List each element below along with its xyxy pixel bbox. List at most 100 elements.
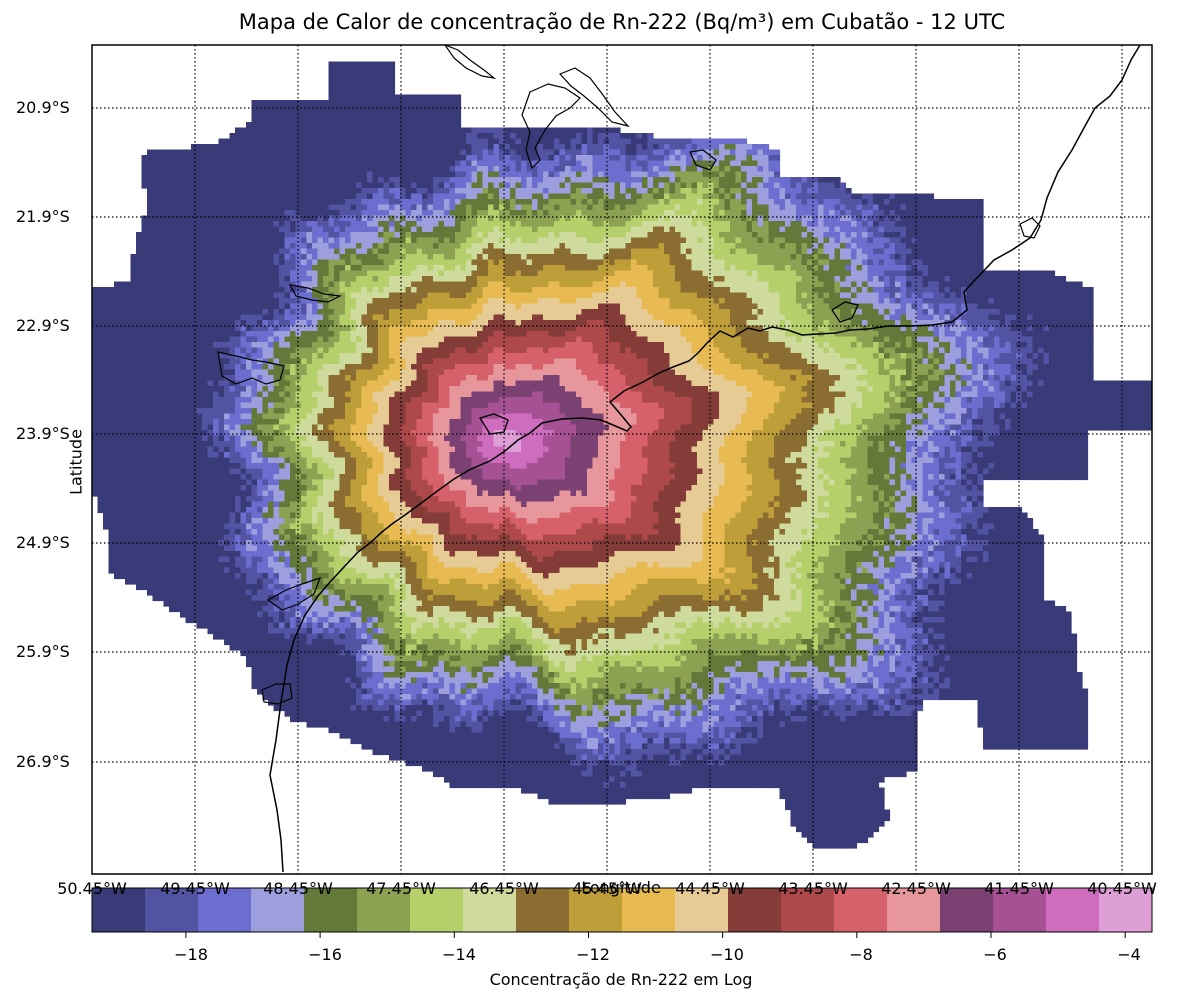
heatmap-cell	[653, 270, 660, 277]
heatmap-cell	[592, 177, 599, 184]
heatmap-cell	[691, 182, 698, 189]
heatmap-cell	[317, 100, 324, 107]
heatmap-cell	[455, 199, 462, 206]
heatmap-cell	[774, 248, 781, 255]
heatmap-cell	[251, 144, 258, 151]
heatmap-cell	[724, 160, 731, 167]
heatmap-cell	[196, 276, 203, 283]
heatmap-cell	[691, 226, 698, 233]
heatmap-cell	[548, 155, 555, 162]
heatmap-cell	[515, 303, 522, 310]
heatmap-cell	[862, 287, 869, 294]
heatmap-cell	[493, 149, 500, 156]
heatmap-cell	[345, 259, 352, 266]
heatmap-cell	[906, 232, 913, 239]
heatmap-cell	[922, 226, 929, 233]
heatmap-cell	[741, 298, 748, 305]
heatmap-cell	[532, 171, 539, 178]
heatmap-cell	[983, 281, 990, 288]
heatmap-cell	[889, 237, 896, 244]
heatmap-cell	[394, 116, 401, 123]
heatmap-cell	[345, 116, 352, 123]
heatmap-cell	[592, 182, 599, 189]
heatmap-cell	[394, 204, 401, 211]
heatmap-cell	[917, 193, 924, 200]
heatmap-cell	[196, 265, 203, 272]
heatmap-cell	[950, 303, 957, 310]
heatmap-cell	[158, 215, 165, 222]
heatmap-cell	[829, 254, 836, 261]
heatmap-cell	[262, 303, 269, 310]
heatmap-cell	[543, 171, 550, 178]
heatmap-cell	[251, 243, 258, 250]
heatmap-cell	[917, 270, 924, 277]
heatmap-cell	[697, 171, 704, 178]
heatmap-cell	[339, 160, 346, 167]
heatmap-cell	[202, 298, 209, 305]
heatmap-cell	[565, 177, 572, 184]
heatmap-cell	[306, 204, 313, 211]
heatmap-cell	[521, 177, 528, 184]
heatmap-cell	[482, 171, 489, 178]
heatmap-cell	[565, 303, 572, 310]
heatmap-cell	[488, 215, 495, 222]
heatmap-cell	[224, 182, 231, 189]
heatmap-cell	[279, 210, 286, 217]
heatmap-cell	[433, 171, 440, 178]
heatmap-cell	[873, 193, 880, 200]
heatmap-cell	[972, 254, 979, 261]
heatmap-cell	[686, 182, 693, 189]
heatmap-cell	[625, 199, 632, 206]
heatmap-cell	[647, 199, 654, 206]
heatmap-cell	[279, 100, 286, 107]
heatmap-cell	[504, 138, 511, 145]
heatmap-cell	[383, 138, 390, 145]
heatmap-cell	[526, 166, 533, 173]
heatmap-cell	[383, 226, 390, 233]
heatmap-cell	[383, 215, 390, 222]
heatmap-cell	[257, 160, 264, 167]
heatmap-cell	[284, 298, 291, 305]
heatmap-cell	[471, 287, 478, 294]
heatmap-cell	[1010, 298, 1017, 305]
heatmap-cell	[290, 199, 297, 206]
heatmap-cell	[812, 204, 819, 211]
heatmap-cell	[631, 281, 638, 288]
heatmap-cell	[339, 105, 346, 112]
heatmap-cell	[636, 237, 643, 244]
heatmap-cell	[1054, 287, 1061, 294]
heatmap-cell	[268, 226, 275, 233]
heatmap-cell	[829, 270, 836, 277]
heatmap-cell	[312, 188, 319, 195]
heatmap-cell	[653, 199, 660, 206]
heatmap-cell	[433, 94, 440, 101]
heatmap-cell	[686, 160, 693, 167]
heatmap-cell	[801, 292, 808, 299]
heatmap-cell	[141, 298, 148, 305]
heatmap-cell	[664, 199, 671, 206]
heatmap-cell	[455, 259, 462, 266]
heatmap-cell	[488, 276, 495, 283]
heatmap-cell	[576, 144, 583, 151]
heatmap-cell	[400, 248, 407, 255]
heatmap-cell	[724, 193, 731, 200]
heatmap-cell	[620, 221, 627, 228]
heatmap-cell	[796, 204, 803, 211]
heatmap-cell	[631, 298, 638, 305]
heatmap-cell	[400, 265, 407, 272]
heatmap-cell	[592, 138, 599, 145]
heatmap-cell	[647, 237, 654, 244]
heatmap-cell	[537, 287, 544, 294]
heatmap-cell	[372, 166, 379, 173]
heatmap-cell	[746, 160, 753, 167]
heatmap-cell	[218, 232, 225, 239]
heatmap-cell	[537, 127, 544, 134]
heatmap-cell	[647, 144, 654, 151]
heatmap-cell	[477, 232, 484, 239]
heatmap-cell	[691, 303, 698, 310]
heatmap-cell	[785, 243, 792, 250]
heatmap-cell	[279, 122, 286, 129]
heatmap-cell	[306, 287, 313, 294]
heatmap-cell	[730, 160, 737, 167]
heatmap-cell	[867, 259, 874, 266]
